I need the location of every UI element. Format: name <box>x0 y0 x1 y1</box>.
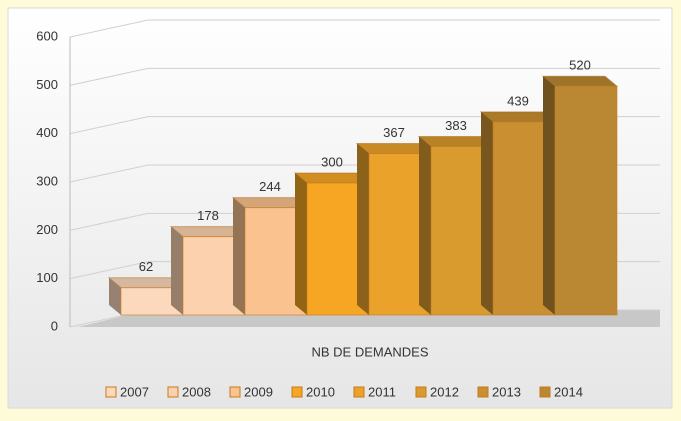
data-label: 62 <box>139 259 153 274</box>
legend-label: 2013 <box>492 384 521 399</box>
y-tick-label: 200 <box>36 222 58 237</box>
legend-swatch <box>291 386 303 398</box>
bar-side <box>481 111 493 315</box>
data-label: 367 <box>383 125 405 140</box>
y-tick-label: 0 <box>51 318 58 333</box>
bar-side <box>171 226 183 315</box>
y-tick-label: 600 <box>36 28 58 43</box>
legend-swatch <box>477 386 489 398</box>
bar-side <box>543 76 555 315</box>
legend-swatch <box>539 386 551 398</box>
bar <box>541 75 619 316</box>
bar-side <box>295 173 307 315</box>
x-category-label: NB DE DEMANDES <box>311 344 428 359</box>
data-label: 439 <box>507 93 529 108</box>
legend-label: 2008 <box>182 384 211 399</box>
legend-label: 2011 <box>368 384 396 399</box>
legend-swatch <box>229 386 241 398</box>
bar-top <box>541 75 619 87</box>
data-label: 520 <box>569 58 591 73</box>
y-tick-label: 500 <box>36 77 58 92</box>
y-tick-label: 300 <box>36 173 58 188</box>
data-label: 244 <box>259 179 281 194</box>
grid-line <box>69 19 660 38</box>
legend-label: 2009 <box>244 384 273 399</box>
legend-label: 2007 <box>120 384 149 399</box>
legend-label: 2010 <box>306 384 335 399</box>
legend-label: 2012 <box>430 384 459 399</box>
y-tick-label: 400 <box>36 125 58 140</box>
grid-line <box>69 67 660 86</box>
legend-swatch <box>353 386 365 398</box>
bar-side <box>419 136 431 315</box>
data-label: 178 <box>197 208 219 223</box>
bar-side <box>109 277 121 315</box>
y-tick-label: 100 <box>36 270 58 285</box>
bar-side <box>233 197 245 315</box>
legend-swatch <box>167 386 179 398</box>
legend-label: 2014 <box>554 384 583 399</box>
data-label: 383 <box>445 118 467 133</box>
data-label: 300 <box>321 154 343 169</box>
legend-swatch <box>415 386 427 398</box>
bar-front <box>554 85 618 316</box>
legend-swatch <box>105 386 117 398</box>
bar-side <box>357 143 369 315</box>
